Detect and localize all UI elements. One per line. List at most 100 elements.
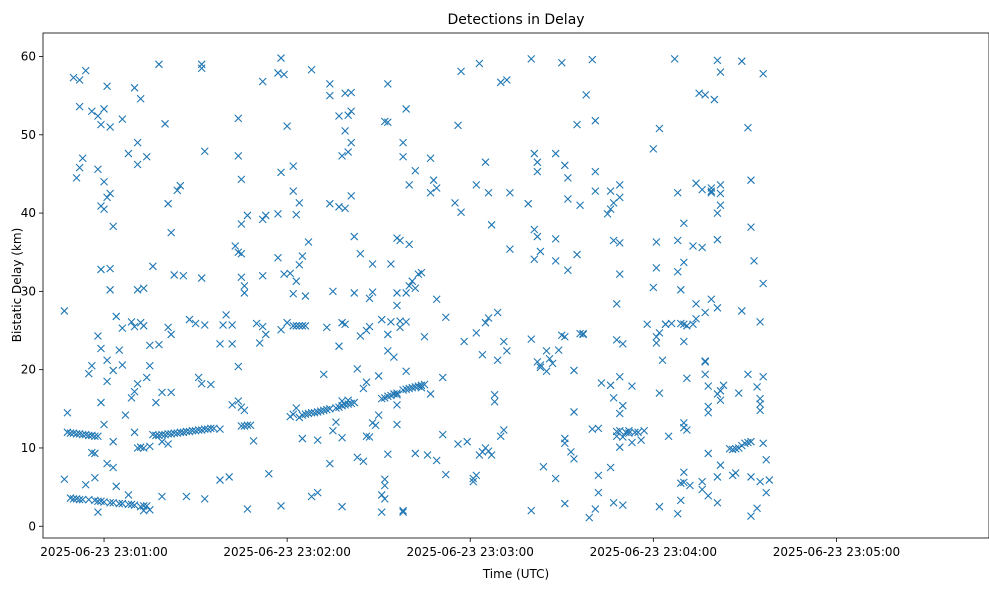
data-point [692,314,700,323]
data-point [713,498,722,507]
data-point [652,263,661,272]
data-point [530,255,539,264]
data-point [362,378,371,387]
data-point [133,285,142,294]
data-point [124,491,133,499]
data-point [341,126,349,135]
data-point [618,401,627,410]
data-point [383,330,392,339]
data-point [261,330,270,339]
data-point [377,315,386,324]
data-point [97,120,105,129]
data-point [365,322,374,331]
data-point [170,271,179,279]
data-point [615,372,624,381]
data-point [542,367,551,376]
data-point [609,498,618,507]
data-point [753,504,761,513]
data-point [90,473,99,482]
data-point [60,475,69,484]
data-point [676,496,685,505]
data-point [277,168,285,177]
data-point [728,445,737,454]
x-tick-label: 2025-06-23 23:02:00 [223,545,350,559]
data-point [103,377,111,386]
data-point [216,425,224,434]
data-point [115,499,124,508]
data-point [734,389,743,398]
data-point [365,294,374,303]
data-point [261,211,270,220]
data-point [390,390,398,398]
data-point [176,181,185,190]
data-point [197,379,206,388]
data-point [557,58,566,67]
data-point [90,432,99,441]
data-point [240,406,249,415]
data-point [716,181,725,189]
data-point [219,321,227,329]
data-point [652,339,661,347]
data-point [499,426,508,434]
data-point [655,389,664,398]
data-point [426,154,435,163]
data-point [307,65,316,74]
data-point [719,381,728,390]
data-point [615,181,624,189]
data-point [289,162,298,170]
data-point [338,433,346,442]
data-point [664,432,673,441]
data-point [606,205,615,214]
data-point [551,149,560,158]
y-tick-label: 40 [21,206,36,220]
data-point [97,497,105,506]
data-point [649,144,658,153]
data-point [454,440,462,448]
data-point [484,314,493,322]
data-point [701,357,710,366]
data-point [377,491,386,499]
data-point [274,253,282,262]
data-point [94,112,102,120]
data-point [716,189,725,198]
data-point [432,184,441,192]
data-point [618,501,627,510]
data-point [325,80,334,88]
data-point [130,387,139,396]
data-point [173,186,182,195]
data-point [676,285,685,294]
data-point [106,264,115,273]
data-point [246,421,255,430]
data-point [426,390,435,398]
data-point [393,401,401,409]
data-point [103,193,111,202]
data-point [84,369,93,378]
data-point [411,449,420,458]
data-point [478,350,487,359]
data-point [78,495,87,504]
data-point [341,320,349,329]
data-point [411,284,420,293]
data-point [228,321,237,329]
data-point [683,426,691,434]
data-point [277,325,285,334]
data-point [704,449,713,458]
data-point [329,426,337,435]
data-point [652,332,661,341]
data-point [383,118,392,127]
data-point [335,342,343,351]
data-point [759,279,768,288]
data-point [676,319,685,328]
data-point [234,362,243,371]
data-point [441,470,450,479]
data-point [252,319,261,328]
data-point [576,329,584,338]
data-point [133,444,142,452]
data-point [713,303,722,312]
data-point [438,373,447,382]
data-point [145,341,154,350]
data-point [97,398,105,407]
data-point [710,95,719,104]
data-point [341,401,349,409]
